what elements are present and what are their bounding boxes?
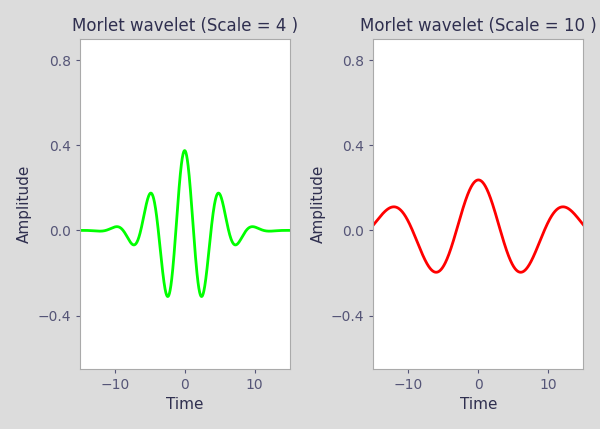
Y-axis label: Amplitude: Amplitude xyxy=(310,165,325,243)
Title: Morlet wavelet (Scale = 4 ): Morlet wavelet (Scale = 4 ) xyxy=(71,17,298,35)
X-axis label: Time: Time xyxy=(166,397,203,412)
X-axis label: Time: Time xyxy=(460,397,497,412)
Y-axis label: Amplitude: Amplitude xyxy=(17,165,32,243)
Title: Morlet wavelet (Scale = 10 ): Morlet wavelet (Scale = 10 ) xyxy=(360,17,597,35)
